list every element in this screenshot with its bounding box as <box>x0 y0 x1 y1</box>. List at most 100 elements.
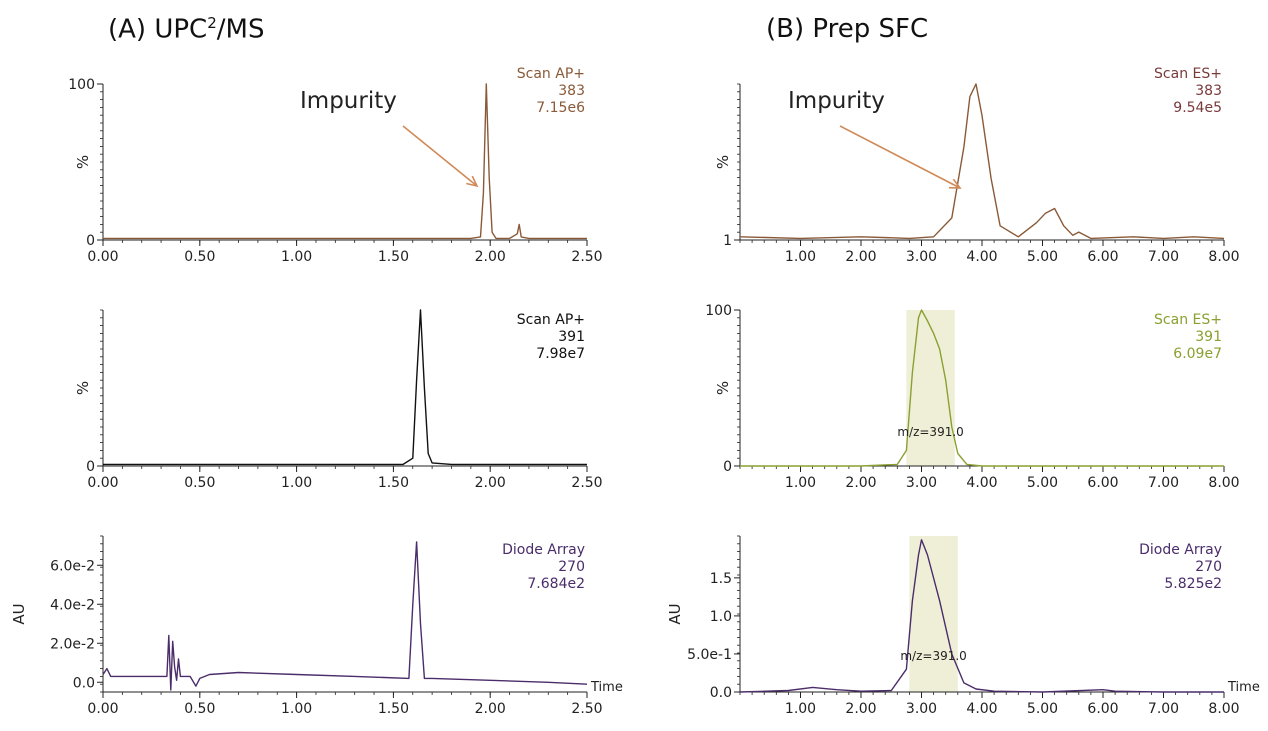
chart-a2: 0.00 0.50 1.00 1.50 2.00 2.50 0% Scan AP+3917.9… <box>74 309 603 491</box>
x-tick-label: 2.50 <box>571 701 602 717</box>
x-tick-label: 7.00 <box>1148 475 1179 491</box>
x-tick-label: 6.00 <box>1087 249 1118 265</box>
x-tick-label: 1.00 <box>281 475 312 491</box>
trace-info-line: 9.54e5 <box>1173 100 1222 116</box>
x-tick-label: 8.00 <box>1208 701 1239 717</box>
x-tick-label: 3.00 <box>906 475 937 491</box>
x-tick-label: 6.00 <box>1087 475 1118 491</box>
y-tick-label: 5.0e-1 <box>687 647 732 663</box>
series-line <box>103 83 587 240</box>
series-line <box>739 539 1224 693</box>
y-tick-label: 1.0 <box>710 609 732 625</box>
x-tick-label: 1.50 <box>378 249 409 265</box>
x-tick-label: 2.00 <box>475 475 506 491</box>
trace-info-line: 5.825e2 <box>1164 576 1222 592</box>
trace-info-line: Scan ES+ <box>1154 66 1222 82</box>
panel-a-title-sup: 2 <box>207 14 217 32</box>
x-tick-label: 2.00 <box>475 701 506 717</box>
y-tick-label: 4.0e-2 <box>50 597 95 613</box>
impurity-annotation: Impurity <box>300 88 397 114</box>
chart-a1: 0.00 0.50 1.00 1.50 2.00 2.50 0 100% Scan AP+383… <box>68 66 602 265</box>
impurity-arrow <box>839 125 961 189</box>
trace-info-line: 270 <box>1195 559 1222 575</box>
x-tick-label: 1.00 <box>785 249 816 265</box>
y-tick-label: 6.0e-2 <box>50 558 95 574</box>
y-tick-label: 0.0 <box>73 675 95 691</box>
highlight-band <box>909 536 958 692</box>
trace-info-line: 391 <box>1195 329 1222 345</box>
x-tick-label: 8.00 <box>1208 249 1239 265</box>
x-tick-label: 7.00 <box>1148 701 1179 717</box>
x-tick-label: 0.50 <box>184 249 215 265</box>
y-axis-label: % <box>74 155 92 169</box>
x-tick-label: 2.00 <box>845 249 876 265</box>
panel-a-title-suffix: /MS <box>216 14 265 45</box>
x-tick-label: 0.50 <box>184 475 215 491</box>
y-tick-label: 1 <box>723 233 732 249</box>
x-tick-label: 2.50 <box>571 249 602 265</box>
x-tick-label: 5.00 <box>1027 701 1058 717</box>
x-tick-label: 4.00 <box>966 475 997 491</box>
series-line <box>103 309 587 466</box>
y-tick-label: 2.0e-2 <box>50 636 95 652</box>
x-tick-label: 1.00 <box>785 475 816 491</box>
x-axis-label: Time <box>590 680 623 695</box>
trace-info-line: 391 <box>558 329 585 345</box>
trace-info-line: Scan AP+ <box>517 66 585 82</box>
y-axis-label: % <box>714 155 732 169</box>
x-tick-label: 5.00 <box>1027 249 1058 265</box>
series-line <box>739 83 1225 240</box>
x-tick-label: 6.00 <box>1087 701 1118 717</box>
x-tick-label: 5.00 <box>1027 475 1058 491</box>
x-tick-label: 1.00 <box>281 249 312 265</box>
mz-label: m/z=391.0 <box>897 425 963 439</box>
x-tick-label: 4.00 <box>966 701 997 717</box>
y-tick-label: 0 <box>86 459 95 475</box>
y-axis-label: % <box>714 381 732 395</box>
x-tick-label: 2.50 <box>571 475 602 491</box>
x-tick-label: 0.00 <box>87 475 118 491</box>
x-tick-label: 1.00 <box>281 701 312 717</box>
y-axis-label: % <box>74 381 92 395</box>
panel-b-title: (B) Prep SFC <box>766 14 929 44</box>
trace-info-line: Diode Array <box>502 542 585 558</box>
panel-a-title-prefix: (A) UPC <box>108 14 208 45</box>
impurity-arrow <box>402 125 478 187</box>
y-tick-label: 1.5 <box>710 571 732 587</box>
mz-label: m/z=391.0 <box>900 649 966 663</box>
trace-info-line: Diode Array <box>1139 542 1222 558</box>
impurity-annotation: Impurity <box>788 88 885 114</box>
y-axis-label: AU <box>10 603 28 624</box>
trace-info-line: 270 <box>558 559 585 575</box>
x-axis-label: Time <box>1227 680 1260 695</box>
y-tick-label: 100 <box>705 303 732 319</box>
x-tick-label: 3.00 <box>906 701 937 717</box>
chart-b2: 1.00 2.00 3.00 4.00 5.00 6.00 7.00 8.00 0 100% m/z… <box>705 303 1239 491</box>
impurity-arrowhead <box>466 175 479 188</box>
x-tick-label: 4.00 <box>966 249 997 265</box>
x-tick-label: 3.00 <box>906 249 937 265</box>
trace-info-line: 383 <box>1195 83 1222 99</box>
chart-b3: 1.00 2.00 3.00 4.00 5.00 6.00 7.00 8.00 0.0 5.0e-… <box>666 535 1260 717</box>
x-tick-label: 2.00 <box>845 475 876 491</box>
series-line <box>102 541 588 691</box>
x-tick-label: 2.00 <box>475 249 506 265</box>
trace-info-line: Scan AP+ <box>517 312 585 328</box>
trace-info-line: 7.15e6 <box>536 100 585 116</box>
x-tick-label: 0.50 <box>184 701 215 717</box>
y-axis-label: AU <box>666 603 684 624</box>
impurity-arrowhead <box>948 178 962 189</box>
x-tick-label: 1.00 <box>785 701 816 717</box>
x-tick-label: 1.50 <box>378 701 409 717</box>
trace-info-line: 383 <box>558 83 585 99</box>
highlight-band <box>906 310 955 466</box>
x-tick-label: 8.00 <box>1208 475 1239 491</box>
trace-info-line: 7.98e7 <box>536 346 585 362</box>
y-tick-label: 0.0 <box>710 685 732 701</box>
series-line <box>740 309 1224 467</box>
x-tick-label: 2.00 <box>845 701 876 717</box>
y-tick-label: 0 <box>86 233 95 249</box>
trace-info-line: 6.09e7 <box>1173 346 1222 362</box>
x-tick-label: 0.00 <box>87 701 118 717</box>
y-tick-label: 0 <box>723 459 732 475</box>
